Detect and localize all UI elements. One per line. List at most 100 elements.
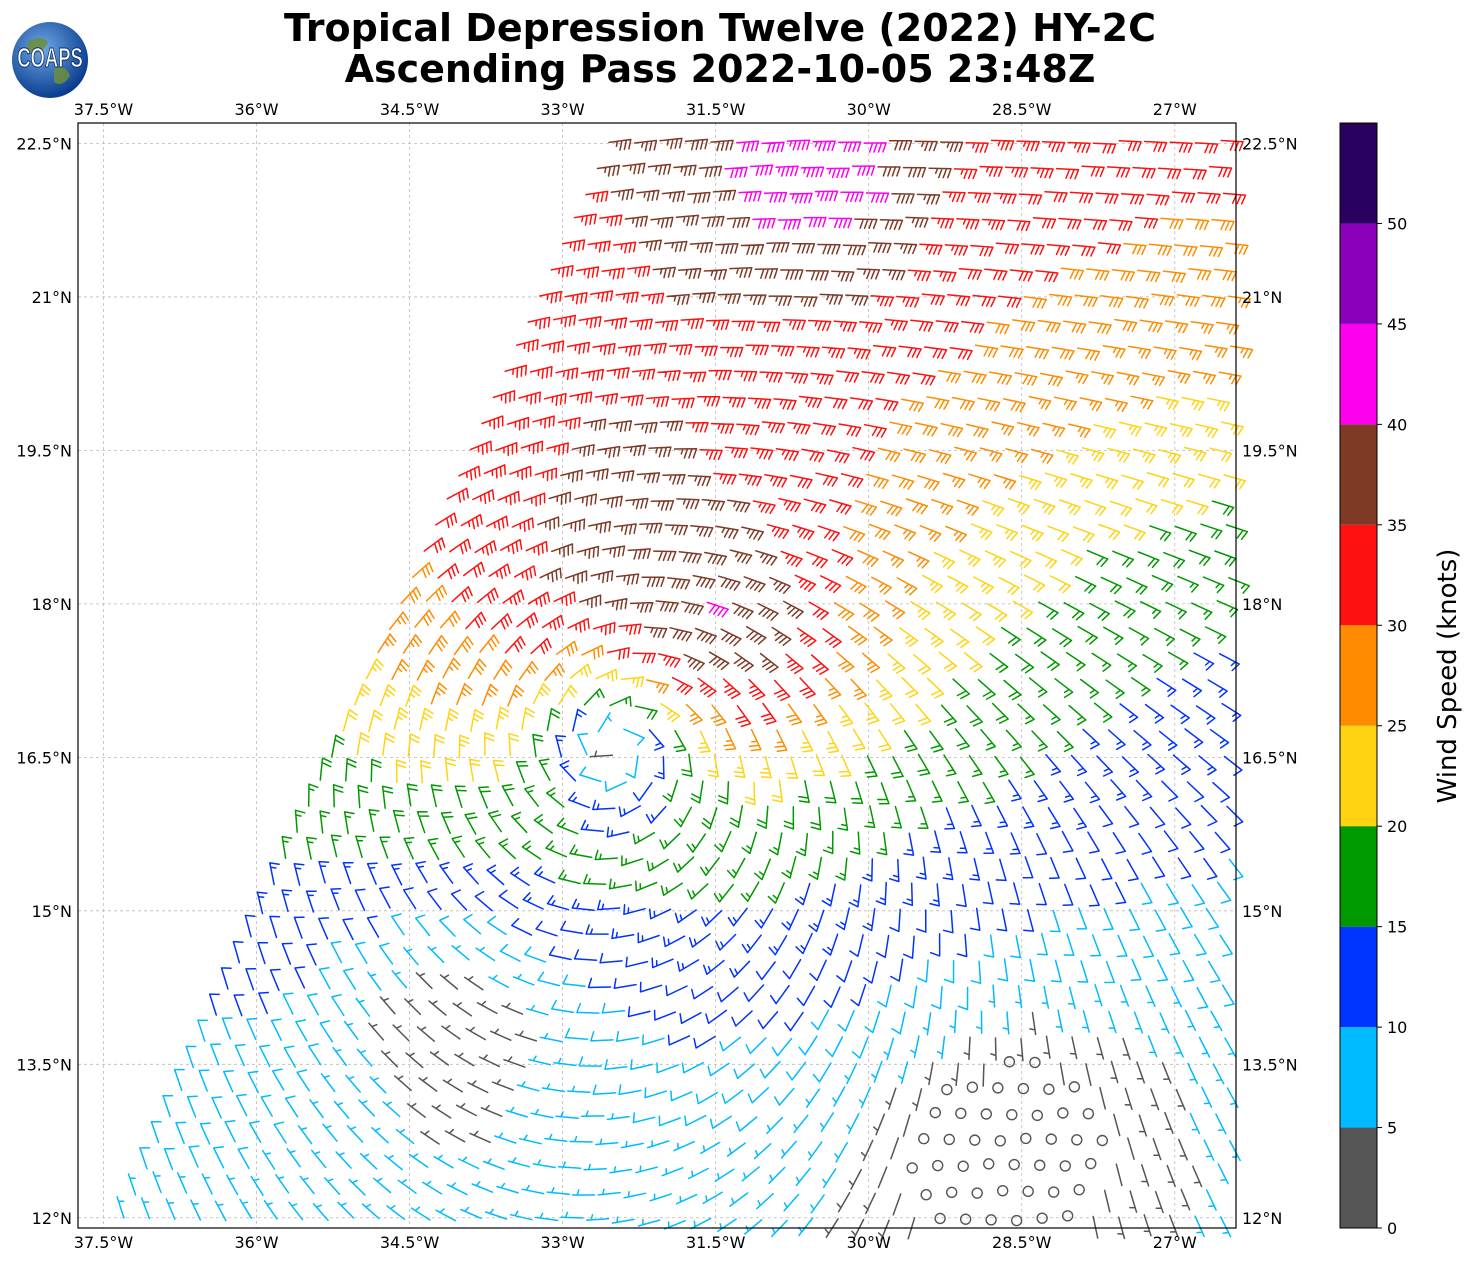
wind-barb xyxy=(974,344,999,358)
wind-barb xyxy=(1146,193,1170,206)
wind-barb xyxy=(491,1079,514,1091)
wind-barb xyxy=(498,889,519,910)
wind-barb xyxy=(469,440,493,456)
wind-barb xyxy=(1193,652,1215,671)
colorbar-label: Wind Speed (knots) xyxy=(1433,549,1463,804)
wind-barb xyxy=(562,974,586,988)
wind-barb xyxy=(809,959,827,982)
wind-barb xyxy=(286,1148,301,1168)
lon-tick-label: 30°W xyxy=(847,1233,891,1252)
wind-barb xyxy=(803,216,827,228)
wind-barb xyxy=(691,985,714,1000)
wind-barb xyxy=(604,598,628,611)
lat-tick-label: 16.5°N xyxy=(16,748,72,767)
wind-barb xyxy=(828,217,853,229)
wind-barb xyxy=(641,576,665,588)
wind-barb xyxy=(345,1074,361,1093)
wind-barb xyxy=(572,708,587,732)
wind-barb xyxy=(479,634,500,653)
wind-barb xyxy=(1021,243,1045,256)
wind-barb xyxy=(1170,704,1190,725)
wind-barb xyxy=(977,397,1001,412)
lat-tick-label: 19.5°N xyxy=(16,441,72,460)
wind-barb xyxy=(1152,1138,1162,1161)
wind-barb xyxy=(781,908,799,931)
wind-barb xyxy=(726,1142,746,1157)
wind-barb xyxy=(527,591,551,608)
wind-barb xyxy=(507,684,525,707)
wind-barb xyxy=(454,785,467,808)
wind-barb xyxy=(678,551,702,564)
wind-barb xyxy=(1084,499,1107,517)
colorbar-tick-label: 0 xyxy=(1387,1219,1397,1238)
wind-barb xyxy=(452,1002,473,1017)
calm-circle xyxy=(966,1081,979,1093)
wind-barb xyxy=(509,866,530,886)
wind-barb xyxy=(970,960,982,985)
wind-barb xyxy=(1180,907,1193,930)
wind-barb xyxy=(1225,242,1249,255)
wind-barb xyxy=(838,423,862,437)
wind-barb xyxy=(576,1002,600,1014)
calm-circle xyxy=(1085,1157,1097,1170)
wind-barb xyxy=(698,165,723,178)
wind-barb xyxy=(806,551,829,569)
wind-barb xyxy=(444,757,457,782)
wind-barb xyxy=(555,1111,579,1120)
wind-barb xyxy=(1142,935,1155,958)
wind-barb xyxy=(632,782,653,802)
wind-barb xyxy=(1123,524,1146,541)
wind-barb xyxy=(1177,575,1199,593)
wind-barb xyxy=(165,1198,176,1220)
wind-barb xyxy=(808,601,830,620)
wind-barb xyxy=(736,423,760,436)
wind-barb xyxy=(673,448,698,459)
wind-barb xyxy=(1082,728,1100,750)
wind-barb xyxy=(430,682,448,705)
wind-barb xyxy=(969,907,981,931)
wind-barb xyxy=(785,653,804,675)
wind-barb xyxy=(963,1036,971,1061)
wind-barb xyxy=(618,1084,642,1096)
wind-barb xyxy=(163,1147,175,1171)
wind-barb xyxy=(1187,1062,1199,1085)
wind-barb xyxy=(1184,728,1204,749)
wind-barb xyxy=(857,549,879,568)
wind-barb xyxy=(879,219,904,231)
wind-barb xyxy=(474,890,493,912)
wind-barb xyxy=(636,472,661,484)
wind-barb xyxy=(282,992,294,1015)
wind-barb xyxy=(488,974,510,989)
wind-barb xyxy=(836,960,853,983)
wind-barb xyxy=(211,1096,223,1119)
wind-barb xyxy=(1172,472,1195,489)
wind-barb xyxy=(1154,1190,1164,1214)
wind-barb xyxy=(639,981,663,993)
wind-barb xyxy=(498,838,516,860)
wind-barb xyxy=(922,574,944,594)
wind-barb xyxy=(625,755,639,779)
wind-barb xyxy=(388,611,410,631)
wind-barb xyxy=(708,651,730,671)
wind-barb xyxy=(319,757,332,781)
wind-barb xyxy=(1072,526,1095,543)
wind-barb xyxy=(780,269,804,280)
wind-barb xyxy=(722,396,746,408)
wind-barb xyxy=(564,1028,589,1040)
wind-barb xyxy=(333,1100,350,1119)
wind-barb xyxy=(273,1121,287,1144)
wind-barb xyxy=(692,292,716,304)
wind-barb xyxy=(965,423,989,439)
wind-barb xyxy=(933,551,956,570)
wind-barb xyxy=(1043,1035,1051,1059)
lon-tick-label: 37.5°W xyxy=(74,1233,134,1252)
wind-barb xyxy=(1030,448,1054,464)
wind-barb xyxy=(330,834,342,858)
wind-barb xyxy=(1186,781,1205,803)
wind-barb xyxy=(1216,600,1239,618)
wind-barb xyxy=(1063,320,1087,334)
wind-barb xyxy=(774,729,788,752)
wind-barb xyxy=(1015,985,1023,1009)
wind-barb xyxy=(1092,142,1117,154)
wind-barb xyxy=(673,729,687,753)
